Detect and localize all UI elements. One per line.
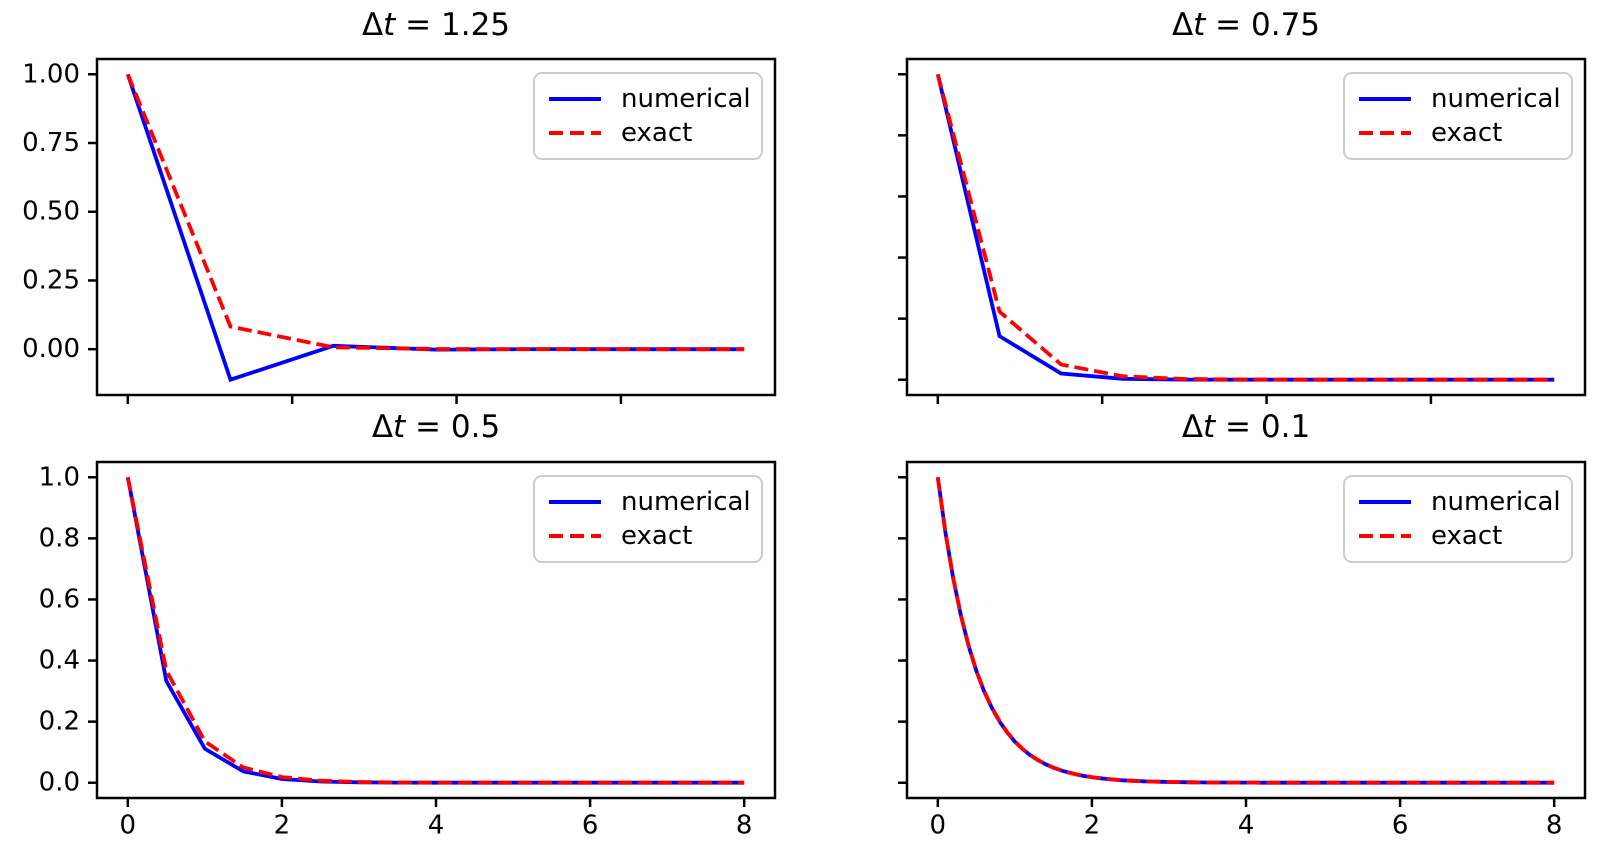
y-tick-label-dt-0.5: 0.2 [39, 707, 80, 737]
x-tick-label-dt-0.5: 4 [428, 810, 445, 840]
x-tick-label-dt-0.1: 6 [1392, 810, 1409, 840]
legend-dt-0.75: numerical exact [1343, 72, 1573, 160]
legend-dt-0.5: numerical exact [533, 475, 763, 563]
legend-label-numerical: numerical [1431, 486, 1561, 517]
exact-line-swatch [1359, 534, 1411, 539]
legend-entry-numerical: numerical [549, 486, 751, 518]
y-tick-label-dt-0.5: 0.0 [39, 768, 80, 798]
legend-label-exact: exact [621, 521, 693, 552]
exact-line-dt-0.5 [125, 476, 745, 785]
legend-label-exact: exact [1431, 521, 1503, 552]
numerical-line-swatch [549, 499, 601, 504]
y-tick-label-dt-0.5: 0.6 [39, 584, 80, 614]
title-delta: Δ [1171, 7, 1194, 43]
title-delta: Δ [361, 7, 384, 43]
x-tick-label-dt-0.5: 6 [582, 810, 599, 840]
numerical-line-swatch [549, 96, 601, 101]
x-tick-label-dt-0.1: 0 [930, 810, 947, 840]
legend-label-numerical: numerical [1431, 83, 1561, 114]
exact-line-swatch [1359, 131, 1411, 136]
y-tick-label-dt-1.25: 0.25 [22, 265, 80, 295]
x-tick-label-dt-0.5: 0 [120, 810, 137, 840]
title-value: = 0.1 [1215, 409, 1311, 445]
legend-entry-numerical: numerical [549, 83, 751, 115]
title-delta: Δ [1181, 409, 1204, 445]
numerical-line-swatch [1359, 96, 1411, 101]
y-tick-label-dt-0.5: 0.8 [39, 523, 80, 553]
axes-spines-dt-1.25 [95, 57, 777, 397]
exact-line-dt-0.1 [935, 477, 1555, 785]
subplot-title-dt-1.25: Δt = 1.25 [97, 5, 775, 45]
subplot-title-dt-0.1: Δt = 0.1 [907, 407, 1585, 447]
exact-line-dt-0.75 [935, 73, 1555, 382]
title-var: t [393, 409, 406, 445]
legend-entry-exact: exact [549, 117, 749, 149]
legend-entry-exact: exact [549, 520, 749, 552]
legend-label-numerical: numerical [621, 83, 751, 114]
legend-label-exact: exact [621, 118, 693, 149]
x-tick-label-dt-0.1: 4 [1238, 810, 1255, 840]
title-var: t [1203, 409, 1216, 445]
legend-entry-numerical: numerical [1359, 83, 1561, 115]
legend-entry-exact: exact [1359, 520, 1559, 552]
y-tick-label-dt-1.25: 0.00 [22, 334, 80, 364]
y-tick-label-dt-0.5: 0.4 [39, 646, 80, 676]
legend-dt-1.25: numerical exact [533, 72, 763, 160]
exact-line-dt-1.25 [126, 73, 745, 352]
subplot-title-dt-0.5: Δt = 0.5 [97, 407, 775, 447]
y-tick-label-dt-0.5: 1.0 [39, 462, 80, 492]
axes-spines-dt-0.75 [905, 57, 1587, 397]
y-tick-label-dt-1.25: 0.75 [22, 128, 80, 158]
title-value: = 0.5 [405, 409, 501, 445]
legend-label-exact: exact [1431, 118, 1503, 149]
y-tick-label-dt-1.25: 0.50 [22, 197, 80, 227]
exact-line-swatch [549, 534, 601, 539]
x-tick-label-dt-0.1: 2 [1084, 810, 1101, 840]
title-var: t [1193, 7, 1206, 43]
legend-dt-0.1: numerical exact [1343, 475, 1573, 563]
x-tick-label-dt-0.1: 8 [1546, 810, 1563, 840]
numerical-line-swatch [1359, 499, 1411, 504]
title-value: = 0.75 [1205, 7, 1321, 43]
y-tick-label-dt-1.25: 1.00 [22, 59, 80, 89]
x-tick-label-dt-0.5: 2 [274, 810, 291, 840]
title-value: = 1.25 [395, 7, 511, 43]
subplot-title-dt-0.75: Δt = 0.75 [907, 5, 1585, 45]
legend-label-numerical: numerical [621, 486, 751, 517]
x-tick-label-dt-0.5: 8 [736, 810, 753, 840]
legend-entry-exact: exact [1359, 117, 1559, 149]
legend-entry-numerical: numerical [1359, 486, 1561, 518]
title-delta: Δ [371, 409, 394, 445]
exact-line-swatch [549, 131, 601, 136]
title-var: t [383, 7, 396, 43]
